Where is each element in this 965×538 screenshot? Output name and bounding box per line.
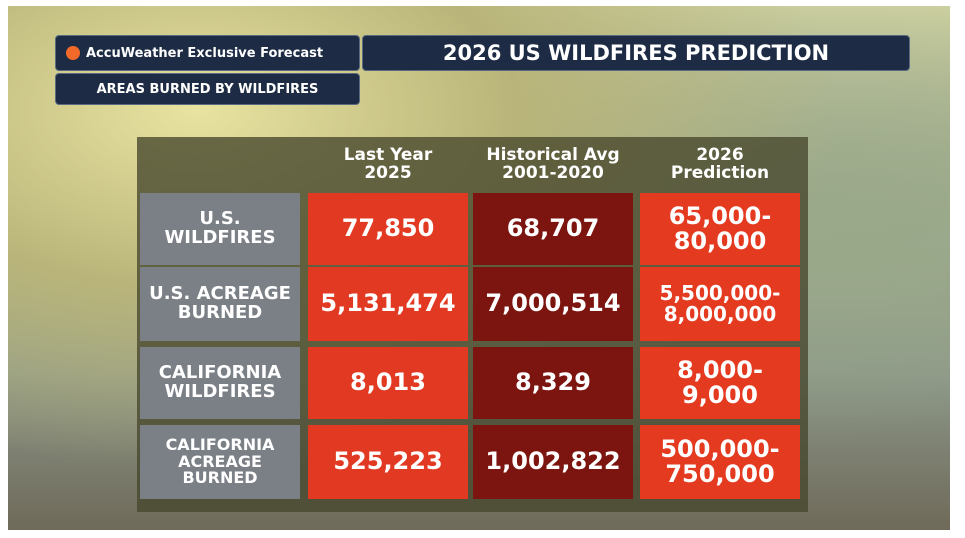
row-label-line: BURNED bbox=[178, 304, 263, 323]
column-header-line: 2025 bbox=[364, 165, 411, 183]
column-header-line: Prediction bbox=[671, 165, 769, 183]
value-cell: 1,002,822 bbox=[473, 425, 633, 499]
value-cell-line: 65,000- bbox=[669, 204, 772, 229]
value-cell-line: 77,850 bbox=[342, 216, 435, 241]
value-cell: 8,329 bbox=[473, 347, 633, 419]
value-cell-line: 8,013 bbox=[350, 370, 426, 395]
row-label-line: WILDFIRES bbox=[164, 383, 275, 402]
value-cell: 8,013 bbox=[308, 347, 468, 419]
value-cell-line: 8,000,000 bbox=[664, 304, 777, 325]
subtitle-box: AREAS BURNED BY WILDFIRES bbox=[55, 73, 360, 105]
value-cell: 500,000-750,000 bbox=[640, 425, 800, 499]
value-cell-line: 525,223 bbox=[333, 449, 442, 474]
row-label: U.S.WILDFIRES bbox=[140, 193, 300, 265]
title-box: 2026 US WILDFIRES PREDICTION bbox=[362, 35, 910, 71]
value-cell: 525,223 bbox=[308, 425, 468, 499]
column-header-line: 2001-2020 bbox=[502, 165, 604, 183]
value-cell: 65,000-80,000 bbox=[640, 193, 800, 265]
value-cell-line: 80,000 bbox=[674, 229, 767, 254]
value-cell: 68,707 bbox=[473, 193, 633, 265]
value-cell-line: 8,329 bbox=[515, 370, 591, 395]
value-cell: 77,850 bbox=[308, 193, 468, 265]
value-cell: 8,000-9,000 bbox=[640, 347, 800, 419]
value-cell-line: 8,000- bbox=[677, 358, 763, 383]
row-label-line: BURNED bbox=[182, 470, 257, 487]
row-label-line: WILDFIRES bbox=[164, 229, 275, 248]
value-cell-line: 9,000 bbox=[682, 383, 758, 408]
value-cell-line: 500,000- bbox=[660, 437, 779, 462]
value-cell-line: 5,500,000- bbox=[660, 283, 781, 304]
value-cell-line: 750,000 bbox=[665, 462, 774, 487]
brand-text: AccuWeather Exclusive Forecast bbox=[86, 46, 323, 61]
screen: AccuWeather Exclusive Forecast 2026 US W… bbox=[8, 6, 950, 530]
value-cell-line: 68,707 bbox=[507, 216, 600, 241]
value-cell-line: 5,131,474 bbox=[320, 291, 455, 316]
value-cell: 5,131,474 bbox=[308, 267, 468, 341]
value-cell-line: 1,002,822 bbox=[485, 449, 620, 474]
title: 2026 US WILDFIRES PREDICTION bbox=[443, 41, 829, 65]
value-cell: 5,500,000-8,000,000 bbox=[640, 267, 800, 341]
brand-box: AccuWeather Exclusive Forecast bbox=[55, 35, 360, 71]
value-cell-line: 7,000,514 bbox=[485, 291, 620, 316]
subtitle: AREAS BURNED BY WILDFIRES bbox=[97, 82, 319, 97]
value-cell: 7,000,514 bbox=[473, 267, 633, 341]
brand-dot bbox=[66, 46, 80, 60]
